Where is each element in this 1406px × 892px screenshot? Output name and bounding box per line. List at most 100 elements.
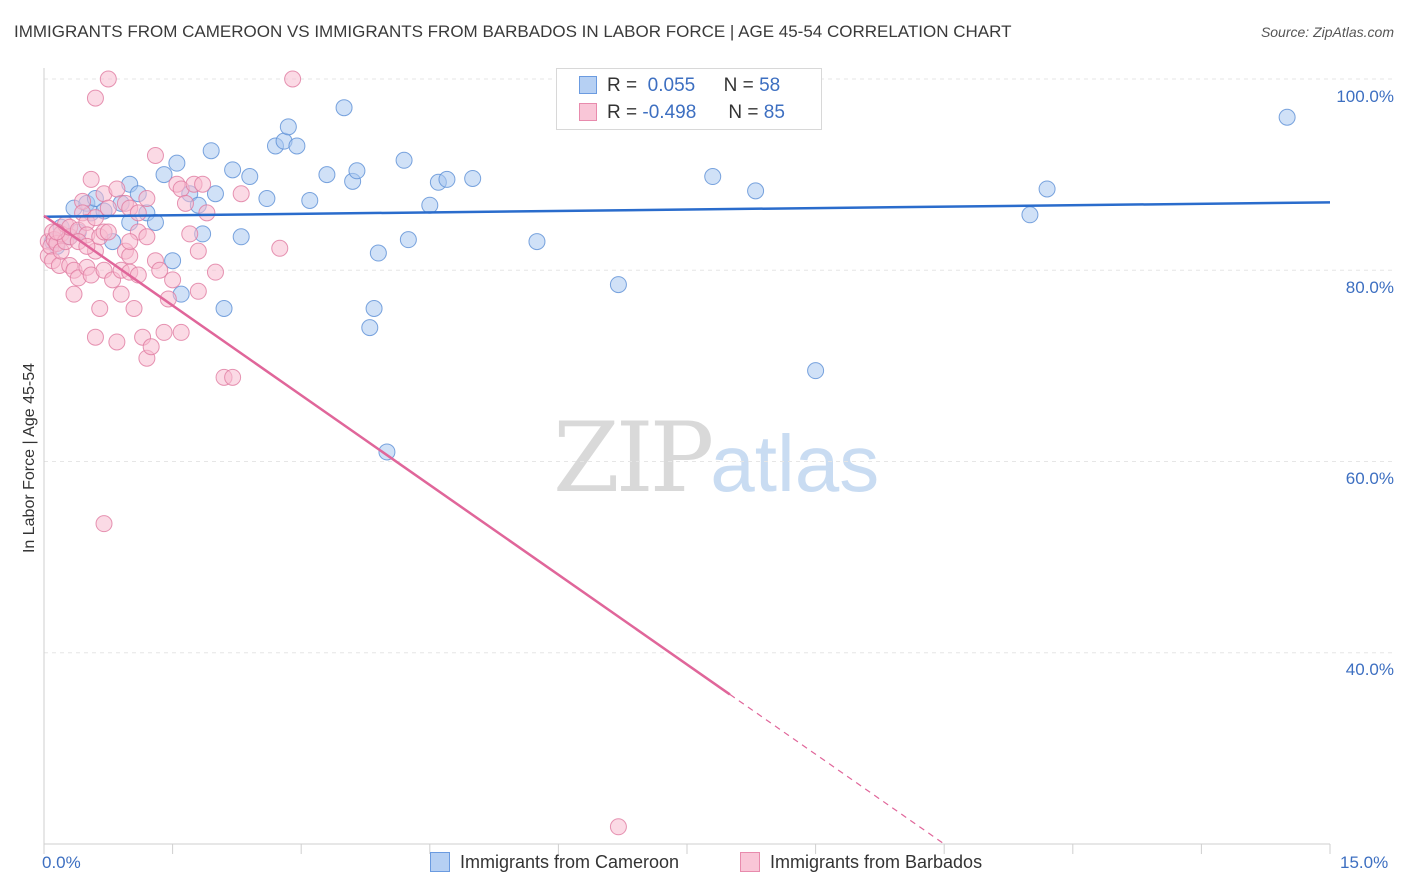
- point-barbados-61: [155, 323, 173, 341]
- legend-r-label: R =: [607, 75, 638, 96]
- point-barbados-26: [86, 328, 104, 346]
- y-tick-label-40: 40.0%: [1345, 660, 1394, 679]
- chart-title: IMMIGRANTS FROM CAMEROON VS IMMIGRANTS F…: [14, 22, 1012, 41]
- point-barbados-59: [146, 147, 164, 164]
- point-cameroon-41: [365, 300, 383, 317]
- point-barbados-38: [99, 199, 117, 217]
- point-barbados-71: [189, 282, 207, 300]
- point-barbados-72: [194, 175, 212, 193]
- bottom-legend-cameroon: Immigrants from Cameroon: [430, 852, 679, 873]
- point-cameroon-54: [807, 362, 825, 380]
- point-cameroon-29: [241, 168, 259, 186]
- point-barbados-41: [108, 180, 126, 198]
- point-cameroon-36: [318, 166, 336, 184]
- point-cameroon-16: [146, 213, 164, 231]
- point-barbados-73: [198, 204, 216, 222]
- point-cameroon-44: [395, 151, 413, 169]
- point-cameroon-28: [232, 228, 250, 246]
- point-barbados-67: [176, 194, 194, 212]
- legend-swatch-barbados: [579, 103, 597, 121]
- point-cameroon-35: [301, 191, 319, 209]
- legend-row-barbados: R = -0.498 N = 85: [579, 102, 785, 126]
- x-tick-label-min: 0.0%: [42, 853, 81, 872]
- legend-swatch-cameroon: [579, 76, 597, 94]
- point-cameroon-51: [609, 276, 627, 294]
- point-barbados-47: [121, 247, 139, 265]
- point-barbados-77: [232, 185, 250, 203]
- point-barbados-40: [108, 333, 126, 351]
- point-barbados-79: [284, 70, 302, 88]
- point-cameroon-42: [369, 244, 387, 262]
- legend-r-value: 0.055: [647, 75, 696, 96]
- bottom-legend-swatch-barbados: [740, 852, 760, 872]
- trendline-barbados-extension: [729, 693, 945, 845]
- point-barbados-24: [82, 170, 100, 188]
- point-cameroon-17: [155, 166, 173, 184]
- point-barbados-83: [121, 233, 139, 251]
- point-cameroon-56: [1038, 180, 1056, 198]
- chart-source: Source: ZipAtlas.com: [1260, 24, 1394, 40]
- point-barbados-28: [86, 209, 104, 227]
- y-tick-label-60: 60.0%: [1345, 469, 1394, 488]
- point-cameroon-45: [399, 231, 417, 249]
- point-cameroon-34: [288, 137, 306, 155]
- point-barbados-54: [138, 228, 156, 246]
- point-barbados-62: [159, 290, 177, 308]
- bottom-legend-label-barbados: Immigrants from Barbados: [770, 852, 983, 872]
- bottom-legend-label-cameroon: Immigrants from Cameroon: [460, 852, 680, 872]
- legend-r-label: R =: [607, 102, 638, 123]
- point-barbados-84: [609, 818, 627, 836]
- point-barbados-65: [172, 323, 190, 341]
- point-cameroon-52: [704, 168, 722, 186]
- point-cameroon-30: [258, 190, 276, 208]
- point-cameroon-24: [202, 142, 220, 160]
- stats-legend: R = 0.055 N = 58 R = -0.498 N = 85: [556, 68, 822, 130]
- bottom-legend-swatch-cameroon: [430, 852, 450, 872]
- bottom-legend-barbados: Immigrants from Barbados: [740, 852, 982, 873]
- point-cameroon-27: [224, 161, 242, 179]
- point-barbados-63: [164, 271, 182, 289]
- point-barbados-50: [129, 204, 147, 222]
- point-barbados-29: [86, 89, 104, 107]
- point-barbados-42: [112, 285, 130, 303]
- x-tick-label-max: 15.0%: [1340, 853, 1389, 872]
- point-cameroon-53: [747, 182, 765, 200]
- y-tick-label-100: 100.0%: [1336, 87, 1394, 106]
- point-barbados-68: [181, 225, 199, 243]
- point-barbados-70: [189, 242, 207, 260]
- y-tick-label-80: 80.0%: [1345, 278, 1394, 297]
- point-barbados-78: [271, 239, 289, 257]
- point-barbados-76: [224, 368, 242, 386]
- point-cameroon-50: [528, 233, 546, 251]
- point-cameroon-57: [1278, 108, 1296, 126]
- point-cameroon-55: [1021, 206, 1039, 224]
- point-barbados-35: [95, 515, 113, 533]
- point-cameroon-49: [464, 169, 482, 187]
- point-barbados-15: [65, 285, 83, 303]
- trendline-barbados: [43, 214, 731, 696]
- point-cameroon-37: [335, 99, 353, 117]
- point-cameroon-48: [438, 170, 456, 188]
- trendline-cameroon: [43, 201, 1331, 218]
- point-cameroon-46: [421, 196, 439, 214]
- point-cameroon-19: [168, 154, 186, 172]
- point-cameroon-26: [215, 300, 233, 317]
- point-cameroon-33: [279, 118, 297, 136]
- point-cameroon-18: [164, 252, 182, 270]
- legend-r-value: -0.498: [642, 102, 697, 123]
- point-cameroon-39: [348, 162, 366, 180]
- legend-n-label: N =: [723, 75, 754, 96]
- point-cameroon-25: [206, 185, 224, 203]
- point-barbados-31: [91, 300, 109, 317]
- y-axis-title: In Labor Force | Age 45-54: [21, 362, 38, 554]
- point-cameroon-40: [361, 319, 379, 337]
- legend-n-value: 58: [759, 75, 781, 96]
- point-barbados-57: [142, 338, 160, 356]
- point-barbados-36: [99, 70, 117, 88]
- point-barbados-74: [206, 263, 224, 281]
- point-barbados-55: [138, 190, 156, 208]
- point-barbados-60: [151, 261, 169, 279]
- point-barbados-81: [48, 223, 66, 241]
- point-barbados-37: [99, 223, 117, 241]
